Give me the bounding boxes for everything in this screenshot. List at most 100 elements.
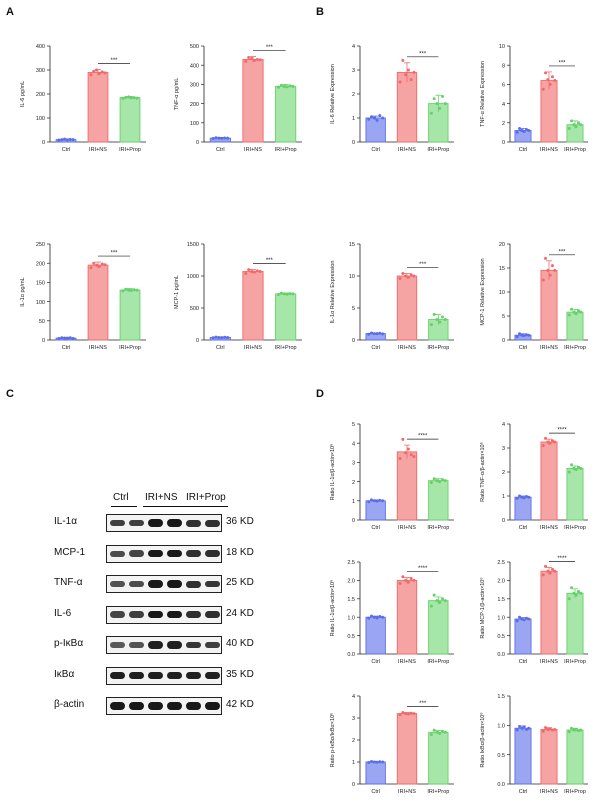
data-point <box>255 57 259 61</box>
data-point <box>401 271 405 275</box>
y-tick-label: 0.5 <box>497 753 505 759</box>
y-tick-label: 0 <box>42 338 45 344</box>
y-tick-label: 400 <box>190 63 199 69</box>
significance-label: *** <box>266 258 274 264</box>
data-point <box>574 125 578 129</box>
y-tick-label: 1.5 <box>497 597 505 603</box>
data-point <box>518 615 522 619</box>
data-point <box>372 332 376 336</box>
blot-band <box>129 611 144 618</box>
data-point <box>95 68 99 72</box>
blot-band <box>186 611 201 618</box>
data-point <box>443 599 447 603</box>
blot-row-label: β-actin <box>54 699 85 710</box>
blot-band <box>167 610 182 619</box>
data-point <box>135 96 139 100</box>
x-tick-label: IRI+Prop <box>564 147 586 153</box>
y-tick-label: 3 <box>352 68 355 74</box>
data-point <box>63 137 67 141</box>
x-tick-label: IRI+NS <box>398 147 416 153</box>
data-point <box>247 268 251 272</box>
data-point <box>226 335 230 339</box>
data-point <box>524 727 528 731</box>
y-tick-label: 15 <box>499 266 505 272</box>
data-point <box>409 577 413 581</box>
data-point <box>553 440 557 444</box>
y-tick-label: 1 <box>352 499 355 505</box>
data-point <box>520 617 524 621</box>
data-point <box>579 123 583 127</box>
data-point <box>71 336 75 340</box>
data-point <box>378 331 382 335</box>
data-point <box>429 111 433 115</box>
blot-band <box>167 549 182 558</box>
blot-band <box>148 641 163 649</box>
data-point <box>435 102 439 106</box>
data-point <box>372 499 376 503</box>
data-point <box>570 119 574 123</box>
blot-band <box>167 580 182 588</box>
y-axis-label: Ratio TNF-α/β-actin×10⁶ <box>479 442 486 502</box>
x-tick-label: Ctrl <box>371 659 380 665</box>
x-tick-label: IRI+Prop <box>564 659 586 665</box>
y-tick-label: 10 <box>349 274 355 280</box>
data-point <box>60 336 64 340</box>
y-tick-label: 1 <box>502 494 505 500</box>
data-point <box>367 616 371 620</box>
data-point <box>404 274 408 278</box>
data-point <box>247 56 251 60</box>
data-point <box>398 80 402 84</box>
data-point <box>412 578 416 582</box>
data-point <box>409 453 413 457</box>
data-point <box>546 569 550 573</box>
y-tick-label: 0 <box>352 140 355 146</box>
data-point <box>429 733 433 736</box>
blot-group-label: IRI+NS <box>145 492 178 503</box>
data-point <box>57 336 61 340</box>
y-tick-label: 2 <box>502 470 505 476</box>
data-point <box>129 288 133 292</box>
data-point <box>398 277 402 281</box>
data-point <box>515 335 519 339</box>
data-point <box>522 129 526 133</box>
bar <box>396 451 418 521</box>
data-point <box>550 567 554 571</box>
x-tick-label: Ctrl <box>519 659 528 665</box>
y-tick-label: 50 <box>39 319 45 325</box>
data-point <box>372 615 376 619</box>
data-point <box>220 336 224 340</box>
y-tick-label: 0 <box>352 518 355 524</box>
data-point <box>404 712 408 716</box>
y-axis-label: Ratio p-IκBα/IκBα×10⁶ <box>329 713 336 768</box>
data-point <box>548 441 552 445</box>
data-point <box>574 593 578 597</box>
data-point <box>527 726 531 730</box>
data-point <box>429 481 433 485</box>
chart-1: 0 100 200 300 400 IL-6 pg/mL Ctrl IRI+NS IRI+Pro… <box>20 44 146 153</box>
data-point <box>572 591 576 595</box>
data-point <box>65 138 69 142</box>
data-point <box>401 437 405 441</box>
chart-5: 0 50 100 150 200 250 IL-1α pg/mL Ctrl IRI+NS IRI+… <box>20 242 146 351</box>
panel-label-a: A <box>6 6 14 18</box>
data-point <box>214 136 218 140</box>
y-axis-label: TNF-α Relative Expression <box>480 61 486 127</box>
blot-band <box>148 580 163 588</box>
data-point <box>100 262 104 266</box>
y-tick-label: 500 <box>190 44 199 50</box>
data-point <box>244 271 248 275</box>
data-point <box>576 589 580 593</box>
blot-kd-label: 40 KD <box>226 638 254 649</box>
data-point <box>412 455 416 459</box>
chart-8: 0 5 10 15 20 MCP-1 Relative Expression Ctrl IRI… <box>480 242 588 351</box>
blot-band <box>110 611 125 618</box>
y-tick-label: 100 <box>36 300 45 306</box>
data-point <box>576 729 580 733</box>
blot-band <box>148 671 163 680</box>
data-point <box>406 447 410 451</box>
y-tick-label: 5 <box>352 306 355 312</box>
data-point <box>378 760 382 764</box>
x-tick-label: Ctrl <box>216 147 225 153</box>
data-point <box>89 73 93 77</box>
